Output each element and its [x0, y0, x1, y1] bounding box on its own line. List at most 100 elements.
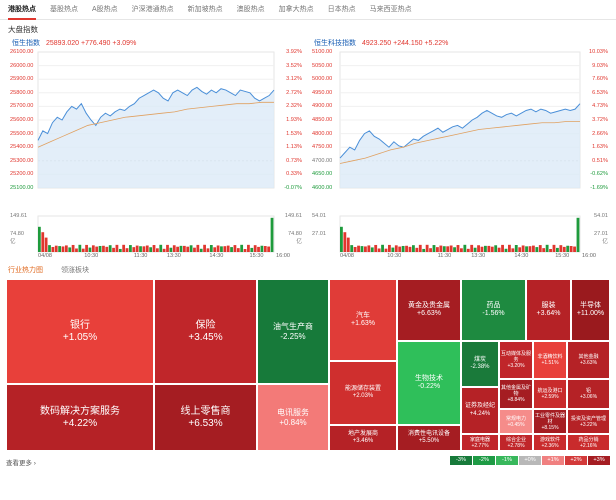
volume-bar — [129, 245, 132, 252]
y-tick-right: 1.93% — [286, 117, 302, 123]
footer: 查看更多 › -3% -2% -1% +0% +1% +2% +3% — [6, 456, 610, 470]
sector-name: 服装 — [541, 301, 556, 309]
sector-cell[interactable]: 药品分销 +2.16% — [567, 434, 610, 451]
index-name[interactable]: 恒生指数 — [12, 40, 40, 47]
hsi-chart-panel[interactable]: 恒生指数 25893.020 +776.490 +3.09% 26100.00 2… — [8, 36, 304, 260]
sector-cell[interactable]: 汽车 +1.63% — [329, 279, 397, 361]
tab-5[interactable]: 澳股热点 — [236, 5, 265, 13]
legend-swatch: -3% — [450, 456, 472, 465]
tab-0[interactable]: 港股热点 — [8, 0, 36, 20]
tab-leading-sectors[interactable]: 领涨板块 — [61, 267, 89, 274]
sector-name: 综合企业 — [505, 436, 526, 443]
sector-cell[interactable]: 投资及资产管理 +3.22% — [567, 409, 610, 434]
volume-bar — [494, 245, 498, 252]
sector-name: 电讯服务 — [277, 407, 309, 417]
volume-bar — [484, 245, 487, 252]
volume-bar — [95, 246, 99, 252]
y-tick-right: 2.72% — [286, 89, 302, 96]
sector-cell[interactable]: 半导体 +11.00% — [571, 279, 610, 341]
sector-name: 消费性电讯设备 — [407, 430, 450, 437]
volume-bar — [102, 245, 105, 252]
sector-cell[interactable]: 服装 +3.64% — [526, 279, 571, 341]
volume-bar — [267, 246, 271, 252]
sector-name: 银行 — [70, 319, 90, 331]
volume-bar — [132, 247, 136, 252]
tab-7[interactable]: 日本热点 — [327, 5, 356, 13]
tab-8[interactable]: 马来西亚热点 — [369, 5, 412, 13]
volume-bar — [562, 246, 566, 252]
price-chart[interactable] — [8, 36, 304, 260]
sector-cell[interactable]: 线上零售商 +6.53% — [154, 384, 257, 451]
volume-bar — [193, 247, 196, 252]
sector-name: 能源储存装置 — [344, 385, 381, 392]
volume-bar — [446, 246, 450, 252]
tab-industry-heatmap[interactable]: 行业热力图 — [8, 265, 43, 280]
volume-bar — [182, 245, 186, 252]
index-price: 4923.250 — [361, 40, 392, 47]
volume-tick-left: 54.01 — [312, 213, 326, 219]
y-tick-right: 0.33% — [286, 171, 302, 178]
volume-bar — [250, 247, 254, 252]
y-tick-right: 6.53% — [592, 89, 608, 96]
sector-cell[interactable]: 数码解决方案服务 +4.22% — [6, 384, 154, 451]
sector-cell[interactable]: 非酒精饮料 +1.51% — [533, 341, 567, 379]
sector-cell[interactable]: 游戏软件 +2.36% — [533, 434, 567, 451]
tab-4[interactable]: 新加坡热点 — [187, 5, 223, 13]
sector-cell[interactable]: 保险 +3.45% — [154, 279, 257, 384]
sector-cell[interactable]: 工业零件及器材 +8.15% — [533, 409, 567, 434]
sector-change: +2.36% — [541, 442, 559, 449]
sector-change: -2.38% — [470, 364, 490, 370]
x-tick: 10:30 — [84, 253, 99, 259]
y-tick-right: 7.60% — [592, 76, 608, 83]
volume-bar — [105, 246, 109, 252]
y-tick-left: 4900.00 — [312, 103, 333, 110]
volume-bar — [108, 245, 112, 252]
volume-bar — [501, 244, 504, 252]
y-tick-right: -1.69% — [590, 185, 608, 191]
sector-cell[interactable]: 消费性电讯设备 +5.50% — [397, 425, 461, 451]
volume-bar — [453, 247, 456, 252]
sector-cell[interactable]: 电讯服务 +0.84% — [257, 384, 329, 451]
see-more-link[interactable]: 查看更多 › — [6, 460, 36, 467]
price-chart[interactable] — [310, 36, 610, 260]
volume-bar — [41, 232, 45, 252]
sector-cell[interactable]: 生物技术 -0.22% — [397, 341, 461, 425]
sector-cell[interactable]: 综合企业 +2.78% — [499, 434, 533, 451]
volume-bar — [449, 245, 453, 252]
sector-cell[interactable]: 药品 -1.56% — [461, 279, 526, 341]
tab-3[interactable]: 沪深港通热点 — [131, 5, 174, 13]
sector-cell[interactable]: 煤炭 -2.38% — [461, 341, 499, 387]
sector-cell[interactable]: 常规电力 +0.45% — [499, 409, 533, 434]
sector-cell[interactable]: 地产发展商 +3.46% — [329, 425, 397, 451]
volume-bar — [360, 246, 364, 252]
tab-2[interactable]: A股热点 — [92, 5, 118, 13]
tab-1[interactable]: 基股热点 — [50, 5, 78, 13]
volume-bar — [75, 248, 78, 252]
volume-bar — [532, 245, 535, 252]
volume-bar — [508, 244, 511, 252]
index-name[interactable]: 恒生科技指数 — [314, 40, 356, 47]
sector-cell[interactable]: 银行 +1.05% — [6, 279, 154, 384]
volume-tick-right: 亿 — [602, 239, 608, 245]
volume-bar — [346, 237, 350, 252]
sector-cell[interactable]: 油气生产商 -2.25% — [257, 279, 329, 384]
sector-cell[interactable]: 家庭电器 +2.77% — [461, 434, 499, 451]
volume-bar — [521, 245, 525, 252]
sector-cell[interactable]: 证券及经纪 +4.24% — [461, 387, 499, 434]
sector-name: 其他金融 — [578, 354, 599, 360]
volume-bar — [98, 245, 102, 252]
sector-cell[interactable]: 黄金及贵金属 +6.63% — [397, 279, 461, 341]
volume-bar — [263, 246, 267, 252]
y-tick-right: 2.32% — [286, 103, 302, 110]
sector-cell[interactable]: 互动媒体及服务 +3.20% — [499, 341, 533, 379]
tab-6[interactable]: 加拿大热点 — [278, 5, 314, 13]
sector-change: +0.84% — [279, 417, 307, 427]
sector-cell[interactable]: 其他金属及矿物 +8.84% — [499, 379, 533, 409]
volume-bar — [436, 247, 439, 252]
sector-cell[interactable]: 能源储存装置 +2.03% — [329, 361, 397, 425]
sector-cell[interactable]: 其他金融 +3.63% — [567, 341, 610, 379]
hstech-chart-panel[interactable]: 恒生科技指数 4923.250 +244.150 +5.22% 5100.00 5… — [310, 36, 610, 260]
volume-bar — [384, 248, 388, 252]
sector-cell[interactable]: 航运及港口 +2.59% — [533, 379, 567, 409]
sector-cell[interactable]: 铝 +3.06% — [567, 379, 610, 409]
